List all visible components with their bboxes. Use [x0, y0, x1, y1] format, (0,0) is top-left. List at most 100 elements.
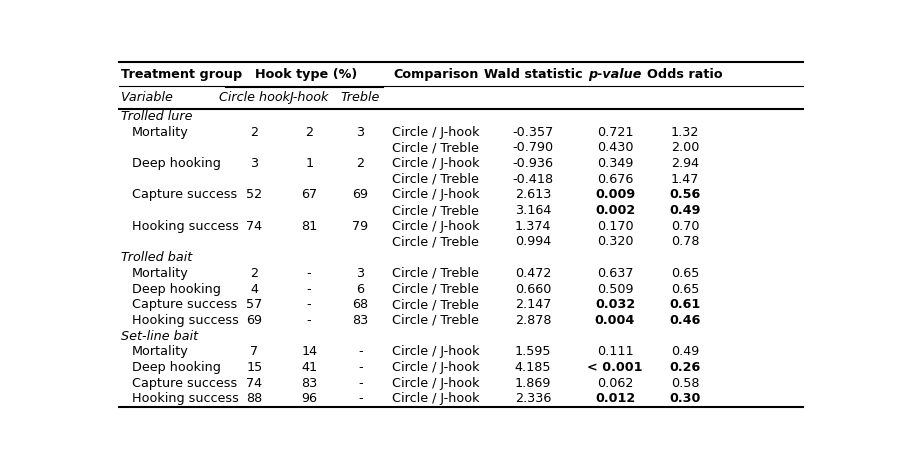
Text: Mortality: Mortality	[132, 345, 189, 358]
Text: < 0.001: < 0.001	[588, 361, 643, 374]
Text: Hook type (%): Hook type (%)	[255, 68, 357, 82]
Text: Circle / J-hook: Circle / J-hook	[392, 220, 480, 233]
Text: Circle / Treble: Circle / Treble	[392, 204, 479, 217]
Text: 0.65: 0.65	[670, 267, 699, 280]
Text: 88: 88	[247, 392, 263, 405]
Text: Deep hooking: Deep hooking	[132, 157, 220, 170]
Text: 0.509: 0.509	[597, 283, 634, 296]
Text: Trolled lure: Trolled lure	[121, 110, 193, 123]
Text: -: -	[307, 314, 311, 327]
Text: 0.46: 0.46	[670, 314, 701, 327]
Text: Comparison: Comparison	[393, 68, 478, 82]
Text: p-value: p-value	[589, 68, 642, 82]
Text: -0.357: -0.357	[512, 125, 554, 139]
Text: 0.660: 0.660	[515, 283, 551, 296]
Text: -: -	[307, 267, 311, 280]
Text: Circle / J-hook: Circle / J-hook	[392, 189, 480, 201]
Text: 67: 67	[302, 189, 317, 201]
Text: 68: 68	[353, 298, 368, 311]
Text: Wald statistic: Wald statistic	[483, 68, 582, 82]
Text: Circle / Treble: Circle / Treble	[392, 173, 479, 186]
Text: 79: 79	[353, 220, 368, 233]
Text: Circle / J-hook: Circle / J-hook	[392, 345, 480, 358]
Text: Mortality: Mortality	[132, 267, 189, 280]
Text: 15: 15	[247, 361, 263, 374]
Text: Circle / J-hook: Circle / J-hook	[392, 377, 480, 390]
Text: -: -	[307, 283, 311, 296]
Text: Capture success: Capture success	[132, 377, 238, 390]
Text: -0.790: -0.790	[512, 142, 554, 154]
Text: 0.30: 0.30	[670, 392, 701, 405]
Text: 74: 74	[247, 220, 263, 233]
Text: 69: 69	[353, 189, 368, 201]
Text: Trolled bait: Trolled bait	[121, 251, 192, 264]
Text: 0.676: 0.676	[597, 173, 634, 186]
Text: Deep hooking: Deep hooking	[132, 361, 220, 374]
Text: 0.49: 0.49	[670, 204, 701, 217]
Text: 0.637: 0.637	[597, 267, 634, 280]
Text: Set-line bait: Set-line bait	[121, 330, 198, 343]
Text: J-hook: J-hook	[290, 91, 328, 104]
Text: 0.56: 0.56	[670, 189, 701, 201]
Text: -: -	[358, 361, 363, 374]
Text: Circle / Treble: Circle / Treble	[392, 298, 479, 311]
Text: Mortality: Mortality	[132, 125, 189, 139]
Text: 0.58: 0.58	[670, 377, 699, 390]
Text: 3.164: 3.164	[515, 204, 551, 217]
Text: 83: 83	[352, 314, 369, 327]
Text: Circle / Treble: Circle / Treble	[392, 283, 479, 296]
Text: 0.004: 0.004	[595, 314, 635, 327]
Text: Variable: Variable	[121, 91, 173, 104]
Text: 2.878: 2.878	[515, 314, 552, 327]
Text: 4: 4	[250, 283, 258, 296]
Text: 2: 2	[305, 125, 313, 139]
Text: 81: 81	[301, 220, 318, 233]
Text: 0.721: 0.721	[597, 125, 634, 139]
Text: 41: 41	[302, 361, 317, 374]
Text: 1: 1	[305, 157, 313, 170]
Text: 7: 7	[250, 345, 258, 358]
Text: 57: 57	[247, 298, 263, 311]
Text: Circle hook: Circle hook	[219, 91, 290, 104]
Text: 0.49: 0.49	[671, 345, 699, 358]
Text: Circle / Treble: Circle / Treble	[392, 236, 479, 248]
Text: Circle / Treble: Circle / Treble	[392, 142, 479, 154]
Text: 2.94: 2.94	[671, 157, 699, 170]
Text: 2: 2	[356, 157, 365, 170]
Text: 6: 6	[356, 283, 365, 296]
Text: 3: 3	[356, 125, 365, 139]
Text: -0.418: -0.418	[512, 173, 554, 186]
Text: 52: 52	[247, 189, 263, 201]
Text: 14: 14	[302, 345, 317, 358]
Text: 2.613: 2.613	[515, 189, 551, 201]
Text: Circle / Treble: Circle / Treble	[392, 314, 479, 327]
Text: 0.170: 0.170	[597, 220, 634, 233]
Text: -: -	[358, 377, 363, 390]
Text: 74: 74	[247, 377, 263, 390]
Text: Hooking success: Hooking success	[132, 220, 238, 233]
Text: 2.00: 2.00	[670, 142, 699, 154]
Text: 0.012: 0.012	[595, 392, 635, 405]
Text: 0.032: 0.032	[595, 298, 635, 311]
Text: Circle / J-hook: Circle / J-hook	[392, 157, 480, 170]
Text: 0.009: 0.009	[595, 189, 635, 201]
Text: 83: 83	[301, 377, 318, 390]
Text: Deep hooking: Deep hooking	[132, 283, 220, 296]
Text: 0.78: 0.78	[670, 236, 699, 248]
Text: 1.595: 1.595	[515, 345, 552, 358]
Text: Hooking success: Hooking success	[132, 392, 238, 405]
Text: Odds ratio: Odds ratio	[647, 68, 723, 82]
Text: -: -	[358, 392, 363, 405]
Text: Circle / Treble: Circle / Treble	[392, 267, 479, 280]
Text: 2.147: 2.147	[515, 298, 551, 311]
Text: 1.32: 1.32	[670, 125, 699, 139]
Text: 0.062: 0.062	[597, 377, 634, 390]
Text: Circle / J-hook: Circle / J-hook	[392, 392, 480, 405]
Text: 0.70: 0.70	[670, 220, 699, 233]
Text: 3: 3	[250, 157, 258, 170]
Text: 0.430: 0.430	[597, 142, 634, 154]
Text: Hooking success: Hooking success	[132, 314, 238, 327]
Text: Circle / J-hook: Circle / J-hook	[392, 125, 480, 139]
Text: 0.994: 0.994	[515, 236, 551, 248]
Text: 0.61: 0.61	[670, 298, 701, 311]
